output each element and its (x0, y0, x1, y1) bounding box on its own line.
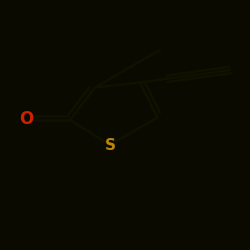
Text: S: S (104, 138, 116, 152)
Text: O: O (19, 110, 34, 128)
